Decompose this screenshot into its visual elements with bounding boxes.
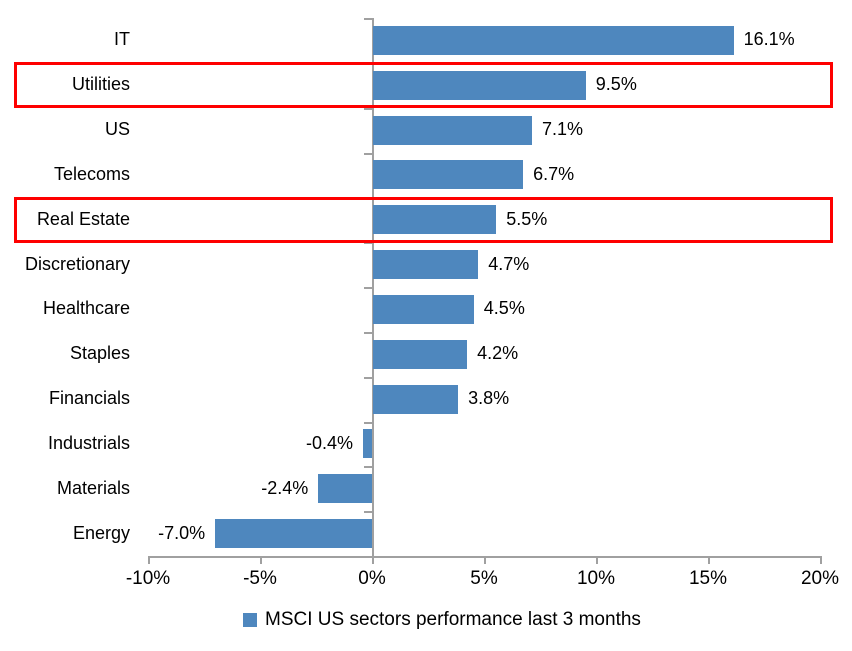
bar-value-label: 9.5%: [595, 74, 637, 95]
category-boundary-tick: [364, 556, 372, 558]
bar-value-label: -7.0%: [158, 522, 206, 543]
bar-value-label: 4.7%: [488, 253, 530, 274]
bar: [373, 294, 474, 324]
bar: [373, 339, 468, 369]
x-axis-tick-label: -5%: [243, 568, 277, 589]
category-label: Materials: [56, 477, 130, 498]
bar: [373, 205, 497, 235]
category-boundary-tick: [364, 242, 372, 245]
bar: [363, 429, 372, 459]
category-label: Utilities: [71, 74, 130, 95]
x-axis-tick-label: 5%: [470, 568, 498, 589]
bar-value-label: 6.7%: [533, 163, 575, 184]
category-boundary-tick: [364, 331, 372, 334]
x-axis-tick: [372, 556, 374, 564]
bar-value-label: 4.5%: [483, 298, 525, 319]
bar-value-label: 5.5%: [506, 208, 548, 229]
x-axis-tick: [260, 556, 262, 564]
category-boundary-tick: [364, 287, 372, 289]
category-boundary-tick: [364, 511, 372, 514]
bar-value-label: -2.4%: [261, 477, 309, 498]
x-axis-tick-label: 20%: [800, 568, 840, 589]
category-label: Energy: [72, 522, 130, 543]
legend: MSCI US sectors performance last 3 month…: [243, 609, 641, 631]
bar: [373, 250, 479, 280]
category-label: Industrials: [47, 432, 130, 453]
bar: [373, 25, 734, 55]
bar: [373, 115, 533, 145]
y-axis-line: [372, 18, 374, 558]
category-boundary-tick: [364, 62, 372, 65]
x-axis-tick-label: 10%: [576, 568, 616, 589]
bar: [318, 474, 372, 504]
bar-value-label: -0.4%: [306, 432, 354, 453]
category-label: Healthcare: [42, 298, 130, 319]
legend-label: MSCI US sectors performance last 3 month…: [265, 609, 641, 630]
bar: [373, 160, 524, 190]
category-label: Real Estate: [36, 208, 130, 229]
bar: [215, 519, 372, 549]
bar-value-label: 16.1%: [743, 29, 795, 50]
bar-value-label: 4.2%: [477, 343, 519, 364]
x-axis-tick: [484, 556, 486, 564]
bar-value-label: 3.8%: [468, 388, 510, 409]
x-axis-tick-label: -10%: [125, 568, 171, 589]
category-boundary-tick: [364, 376, 372, 379]
x-axis-tick: [148, 556, 150, 564]
bar: [373, 70, 586, 100]
category-label: Staples: [69, 343, 130, 364]
category-boundary-tick: [364, 421, 372, 424]
category-boundary-tick: [364, 197, 372, 200]
x-axis-tick: [820, 556, 822, 564]
category-boundary-tick: [364, 152, 372, 155]
bar: [373, 384, 459, 414]
x-axis-tick-label: 15%: [688, 568, 728, 589]
x-axis-tick: [708, 556, 710, 564]
bar-value-label: 7.1%: [542, 119, 584, 140]
x-axis-tick: [596, 556, 598, 564]
category-boundary-tick: [364, 107, 372, 110]
x-axis-tick-label: 0%: [358, 568, 386, 589]
category-label: Financials: [48, 388, 130, 409]
category-label: US: [104, 119, 130, 140]
category-label: Discretionary: [24, 253, 130, 274]
category-label: Telecoms: [53, 163, 130, 184]
category-boundary-tick: [364, 466, 372, 469]
legend-marker-square: [243, 613, 257, 627]
category-label: IT: [114, 29, 130, 50]
category-boundary-tick: [364, 18, 372, 20]
